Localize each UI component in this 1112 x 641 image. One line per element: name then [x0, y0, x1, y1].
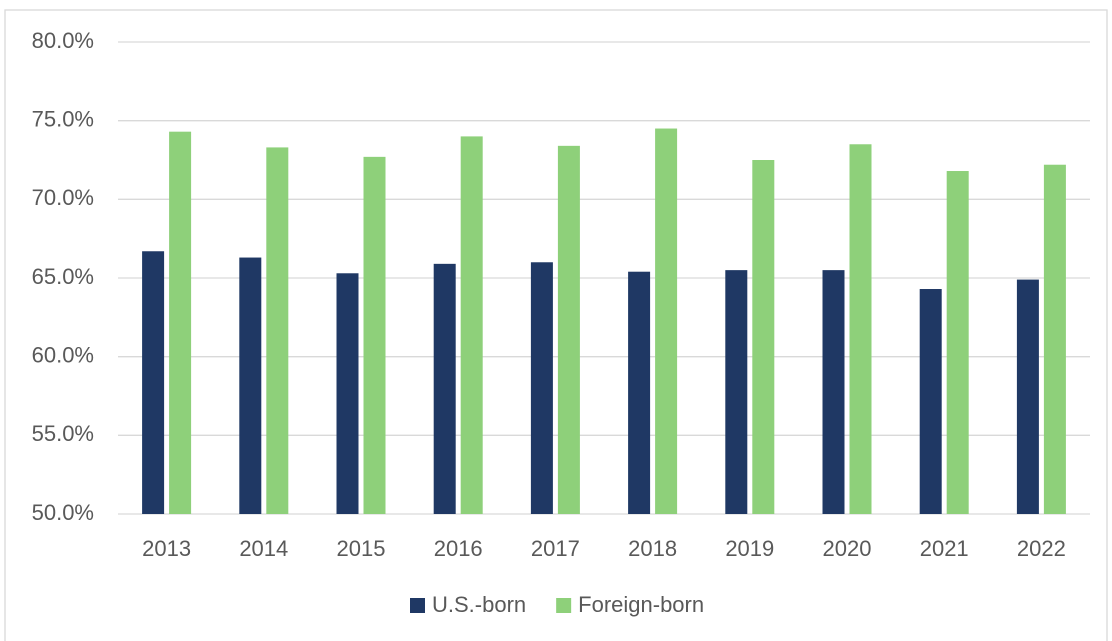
bar [725, 270, 748, 514]
y-tick-label: 75.0% [32, 106, 94, 131]
bar [169, 131, 192, 514]
legend-label: U.S.-born [432, 592, 526, 617]
x-tick-label: 2013 [142, 536, 191, 561]
y-tick-label: 50.0% [32, 500, 94, 525]
bar [530, 262, 553, 514]
bar [336, 273, 359, 514]
bar [919, 289, 942, 514]
bar [1043, 164, 1066, 514]
x-tick-label: 2022 [1017, 536, 1066, 561]
x-tick-label: 2014 [239, 536, 288, 561]
bar [1016, 279, 1039, 514]
bar [239, 257, 262, 514]
y-tick-label: 70.0% [32, 185, 94, 210]
bar [822, 270, 845, 514]
bar [557, 145, 580, 514]
legend-swatch [556, 598, 572, 613]
x-tick-label: 2019 [725, 536, 774, 561]
legend-swatch [410, 598, 425, 613]
bar [655, 128, 678, 515]
x-tick-label: 2015 [337, 536, 386, 561]
bar [628, 271, 651, 514]
y-tick-label: 55.0% [32, 421, 94, 446]
legend-label: Foreign-born [578, 592, 704, 617]
bar [752, 160, 775, 514]
y-tick-label: 60.0% [32, 342, 94, 367]
x-tick-label: 2017 [531, 536, 580, 561]
y-tick-label: 80.0% [32, 28, 94, 53]
bar [946, 171, 969, 514]
bar [433, 263, 456, 514]
x-tick-label: 2020 [823, 536, 872, 561]
x-tick-label: 2016 [434, 536, 483, 561]
bar [142, 251, 165, 514]
bar [363, 156, 386, 514]
y-tick-label: 65.0% [32, 264, 94, 289]
bar [460, 136, 483, 514]
bar [266, 147, 289, 514]
x-tick-label: 2021 [920, 536, 969, 561]
x-tick-label: 2018 [628, 536, 677, 561]
bar [849, 144, 872, 514]
